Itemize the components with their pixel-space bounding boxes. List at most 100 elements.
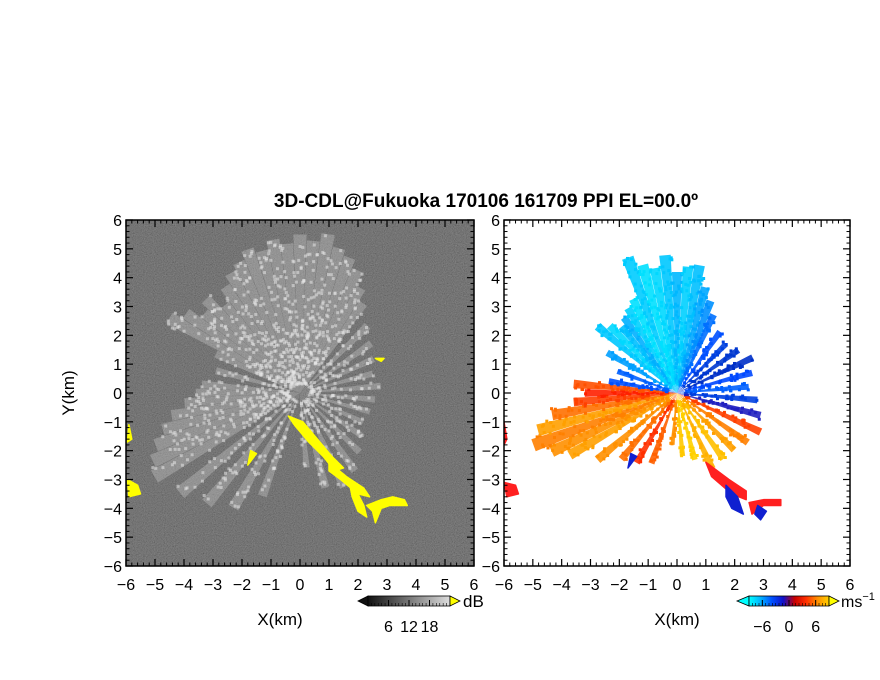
echo-pixel [650,406,654,410]
echo-pixel [295,362,299,366]
echo-pixel [568,439,572,443]
echo-pixel [239,261,243,265]
echo-pixel [694,388,698,392]
echo-pixel [635,426,639,430]
echo-pixel [667,401,671,405]
echo-pixel [243,326,247,330]
echo-pixel [297,374,301,378]
echo-pixel [247,485,251,489]
echo-pixel [226,432,230,436]
echo-pixel [353,307,357,311]
echo-pixel [656,407,660,411]
echo-pixel [348,441,352,445]
echo-pixel [692,339,696,343]
echo-pixel [648,356,652,360]
echo-pixel [697,380,701,384]
echo-pixel [649,389,653,393]
echo-pixel [338,262,342,266]
echo-pixel [154,466,158,470]
echo-pixel [641,361,645,365]
echo-pixel [272,345,276,349]
echo-pixel [608,337,612,341]
echo-pixel [699,282,703,286]
echo-pixel [642,290,646,294]
echo-pixel [682,330,686,334]
echo-pixel [648,361,652,365]
echo-pixel [581,443,585,447]
echo-pixel [669,303,673,307]
echo-pixel [216,485,220,489]
echo-pixel [680,341,684,345]
echo-pixel [620,399,624,403]
echo-pixel [330,414,334,418]
echo-pixel [340,396,344,400]
echo-pixel [326,362,330,366]
echo-pixel [331,393,335,397]
echo-pixel [690,402,694,406]
echo-pixel [666,414,670,418]
echo-pixel [558,417,562,421]
echo-pixel [698,361,702,365]
echo-pixel [243,334,247,338]
echo-pixel [278,455,282,459]
echo-pixel [628,391,632,395]
echo-pixel [184,447,188,451]
echo-pixel [317,291,321,295]
echo-pixel [570,408,574,412]
echo-pixel [305,334,309,338]
echo-pixel [700,308,704,312]
echo-pixel [197,396,201,400]
echo-pixel [249,252,253,256]
echo-pixel [304,342,308,346]
echo-pixel [641,392,645,396]
echo-pixel [316,312,320,316]
echo-pixel [286,390,290,394]
echo-pixel [656,355,660,359]
echo-pixel [642,372,646,376]
echo-pixel [605,415,609,419]
echo-pixel [704,393,708,397]
echo-pixel [349,388,353,392]
echo-pixel [248,432,252,436]
echo-pixel [242,412,246,416]
echo-pixel [693,392,697,396]
echo-pixel [618,410,622,414]
echo-pixel [693,342,697,346]
echo-pixel [704,296,708,300]
echo-pixel [338,412,342,416]
echo-pixel [659,436,663,440]
echo-pixel [213,308,217,312]
echo-pixel [272,394,276,398]
echo-pixel [360,387,364,391]
echo-pixel [631,368,635,372]
echo-pixel [287,407,291,411]
echo-pixel [694,352,698,356]
echo-pixel [633,298,637,302]
echo-pixel [377,385,381,389]
y-tick-label: 2 [491,328,500,345]
echo-pixel [298,347,302,351]
echo-pixel [199,442,203,446]
echo-pixel [281,260,285,264]
echo-pixel [700,278,704,282]
echo-pixel [571,434,575,438]
echo-pixel [729,373,733,377]
x-tick-label: −6 [117,577,135,594]
echo-pixel [705,405,709,409]
echo-pixel [642,330,646,334]
echo-pixel [237,443,241,447]
echo-pixel [312,381,316,385]
echo-pixel [263,484,267,488]
echo-pixel [308,391,312,395]
y-tick-label: 6 [491,213,500,230]
echo-pixel [628,329,632,333]
echo-pixel [698,302,702,306]
echo-pixel [284,373,288,377]
echo-pixel [574,386,578,390]
echo-pixel [273,433,277,437]
echo-pixel [632,382,636,386]
echo-pixel [184,487,188,491]
echo-pixel [349,402,353,406]
echo-pixel [660,396,664,400]
